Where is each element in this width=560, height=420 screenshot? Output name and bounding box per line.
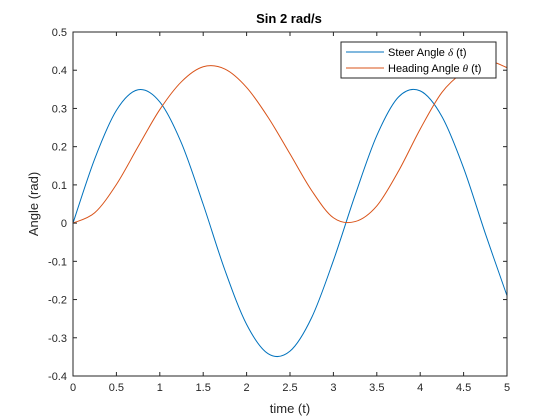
tick-layer: 0 0.5 1 1.5 2 2.5 3 3.5 4 4.5 5 -0.4 -0.3 -0.2 -0.1 0 0.… <box>48 27 510 394</box>
y-tick-label: -0.4 <box>48 371 67 383</box>
y-tick-label: -0.3 <box>48 333 67 345</box>
legend-heading-symbol: θ <box>463 63 469 75</box>
x-axis-label: time (t) <box>270 401 310 416</box>
x-tick-label: 0.5 <box>109 382 124 394</box>
series-line-heading-angle <box>72 60 508 224</box>
legend-heading-prefix: Heading Angle <box>388 63 463 75</box>
legend: Steer Angle δ (t) Heading Angle θ (t) <box>340 41 497 79</box>
x-tick-label: 1.5 <box>196 382 211 394</box>
y-tick-label: 0.5 <box>52 27 67 39</box>
legend-box <box>340 41 497 79</box>
legend-heading-suffix: (t) <box>468 63 481 75</box>
plot-background <box>73 32 507 376</box>
y-tick-label: 0.1 <box>52 180 67 192</box>
x-tick-label: 0 <box>70 382 76 394</box>
series-layer <box>72 60 508 358</box>
x-tick-label: 2.5 <box>282 382 297 394</box>
x-tick-label: 4 <box>417 382 423 394</box>
legend-steer-symbol: δ <box>448 47 454 59</box>
series-line-steer-angle <box>72 88 508 358</box>
y-tick-label: 0 <box>61 218 67 230</box>
x-tick-label: 5 <box>504 382 510 394</box>
x-tick-label: 3.5 <box>369 382 384 394</box>
y-tick-label: -0.2 <box>48 295 67 307</box>
y-tick-label: 0.4 <box>52 65 67 77</box>
x-tick-label: 1 <box>157 382 163 394</box>
legend-steer-suffix: (t) <box>453 47 466 59</box>
x-tick-label: 2 <box>244 382 250 394</box>
y-tick-label: 0.3 <box>52 103 67 115</box>
legend-entry-heading-angle: Heading Angle θ (t) <box>388 63 481 75</box>
x-tick-label: 3 <box>330 382 336 394</box>
y-tick-label: 0.2 <box>52 142 67 154</box>
legend-entry-steer-angle: Steer Angle δ (t) <box>388 47 467 59</box>
legend-steer-prefix: Steer Angle <box>388 47 448 59</box>
y-axis-label: Angle (rad) <box>26 172 41 236</box>
x-tick-label: 4.5 <box>456 382 471 394</box>
y-tick-label: -0.1 <box>48 256 67 268</box>
chart-title: Sin 2 rad/s <box>256 11 322 26</box>
plot-area: 0 0.5 1 1.5 2 2.5 3 3.5 4 4.5 5 -0.4 -0.3 -0.2 -0.1 0 0.… <box>48 27 510 394</box>
